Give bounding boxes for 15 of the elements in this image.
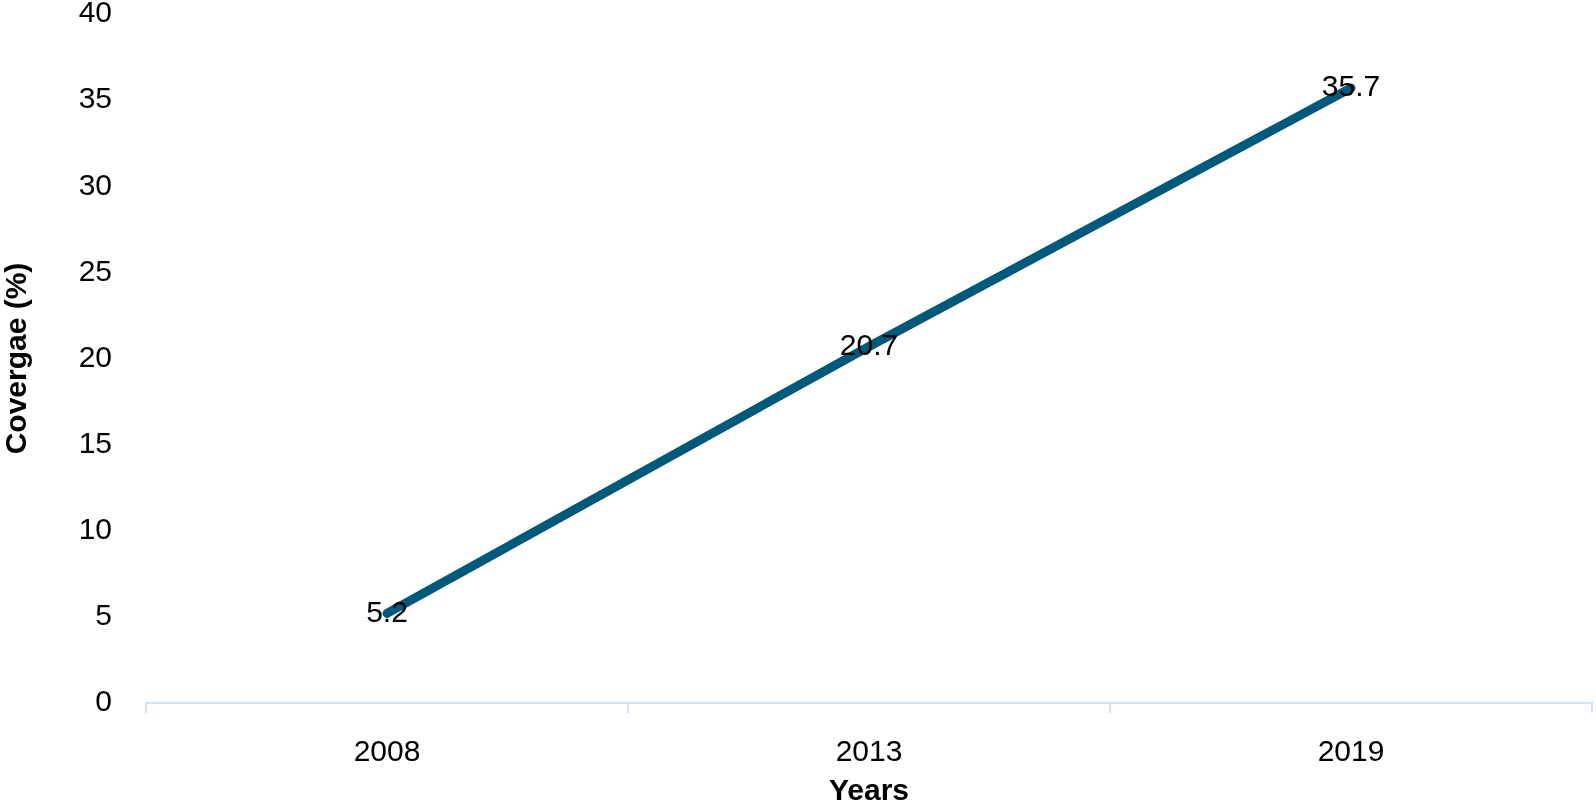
y-tick-label: 20 — [78, 339, 112, 373]
y-axis-title: Covergae (%) — [0, 262, 33, 455]
data-label: 35.7 — [1321, 69, 1381, 103]
y-tick-label: 40 — [78, 0, 112, 29]
y-tick-label: 10 — [78, 512, 112, 546]
x-tick-label: 2013 — [835, 734, 903, 768]
x-axis-title: Years — [828, 773, 910, 807]
y-tick-label: 5 — [95, 598, 112, 632]
x-tick-label: 2019 — [1317, 734, 1385, 768]
y-tick-label: 15 — [78, 425, 112, 459]
y-tick-label: 0 — [95, 684, 112, 718]
y-tick-label: 25 — [78, 253, 112, 287]
y-tick-label: 35 — [78, 81, 112, 115]
y-tick-label: 30 — [78, 167, 112, 201]
x-tick-label: 2008 — [353, 734, 421, 768]
